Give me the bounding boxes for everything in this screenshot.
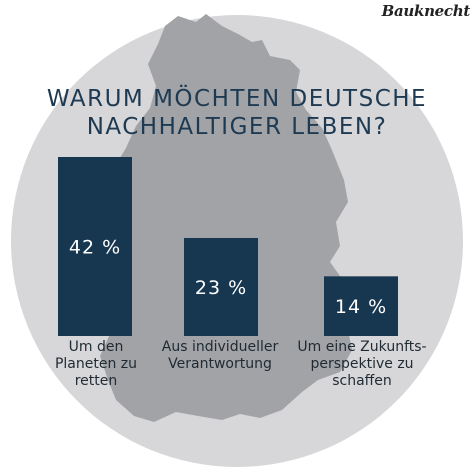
chart-title-line-2: NACHHALTIGER LEBEN? [86,114,388,140]
category-label-3-line-1: Um eine Zukunfts- [297,339,427,355]
bar-value-label-1: 42 % [69,237,121,259]
category-label-3-line-3: schaffen [332,373,392,389]
bar-value-label-3: 14 % [335,296,387,318]
bauknecht-logo: Bauknecht [381,2,471,20]
category-label-2: Aus individueller Verantwortung [145,339,295,373]
chart-title-line-1: WARUM MÖCHTEN DEUTSCHE [46,86,428,112]
bars-layer: 42 % 23 % 14 % [58,157,398,336]
category-label-1-line-1: Um den [68,339,124,355]
bar-3 [324,276,398,336]
category-label-1-line-3: retten [74,373,118,389]
bar-2 [184,237,258,336]
category-label-3: Um eine Zukunfts-perspektive zu schaffen [287,339,437,390]
germany-map-silhouette [100,14,352,422]
category-label-2-line-2: Verantwortung [168,356,272,372]
category-label-2-line-1: Aus individueller [161,339,279,355]
category-label-1-line-2: Planeten zu [54,356,138,372]
category-label-3-line-2: perspektive zu [310,356,414,372]
bar-1 [58,157,132,336]
bar-value-label-2: 23 % [195,277,247,299]
category-label-1: Um den Planeten zu retten [21,339,171,390]
